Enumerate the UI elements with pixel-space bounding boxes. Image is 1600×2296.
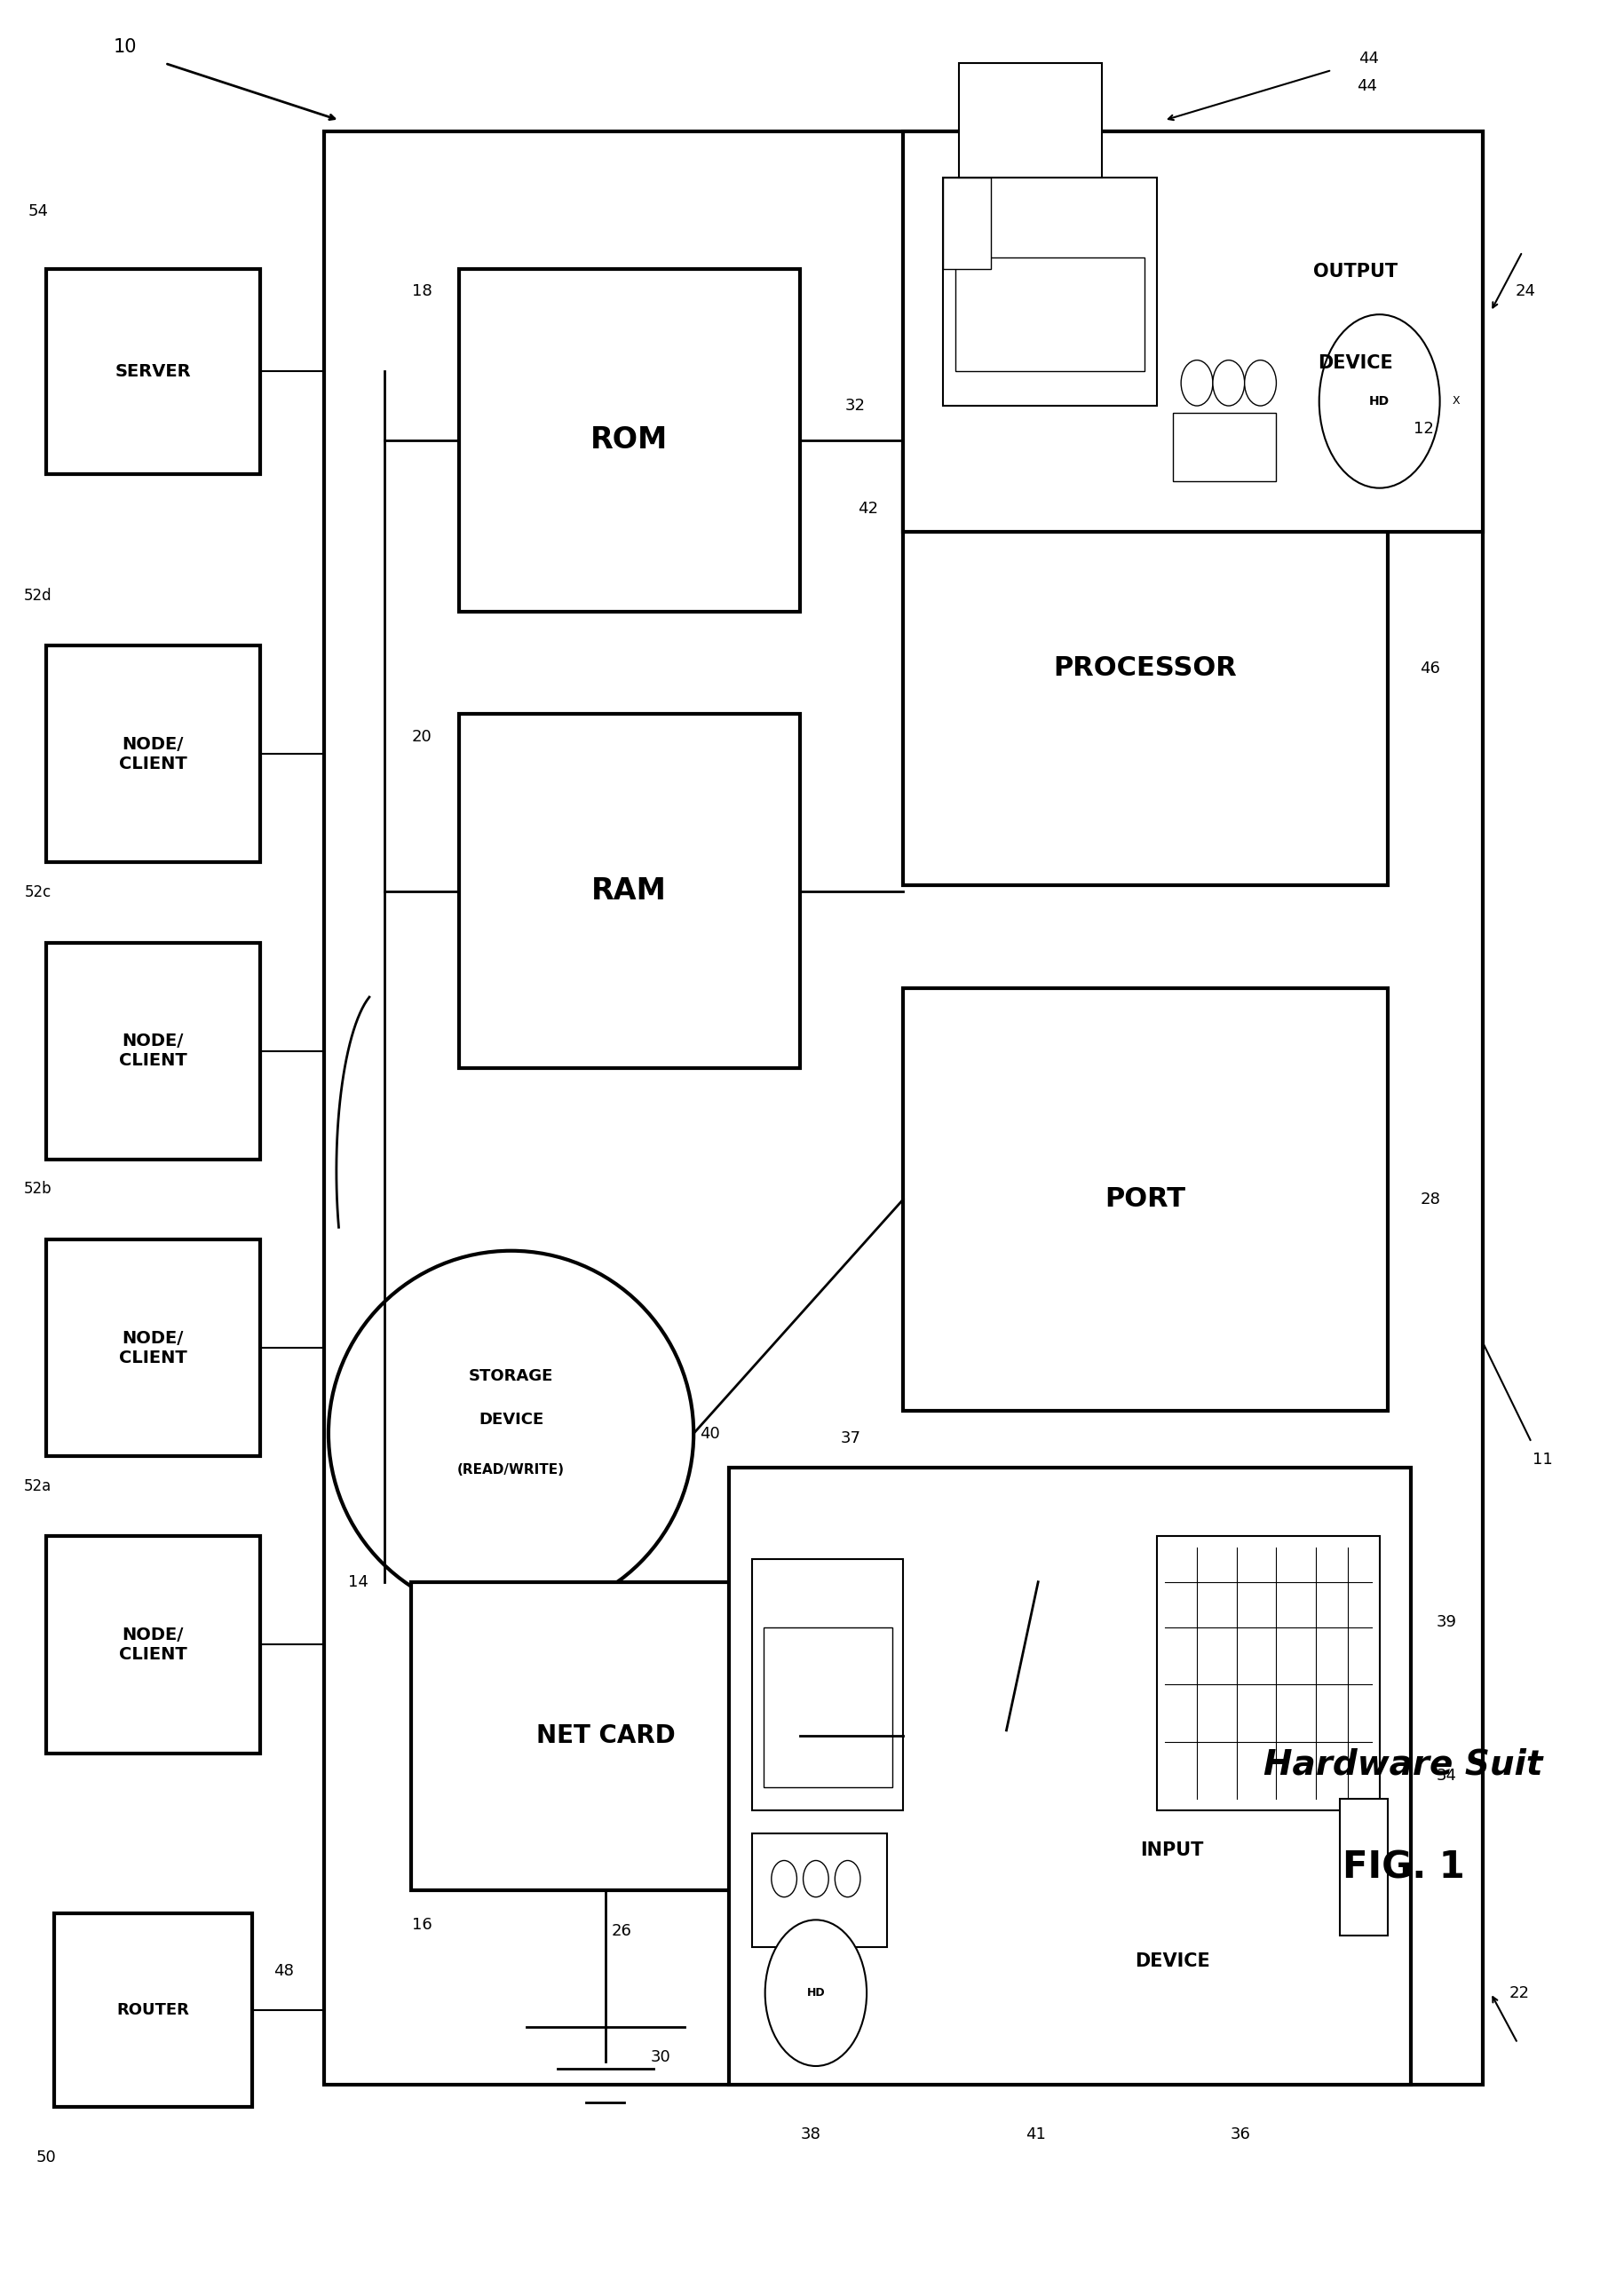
Text: OUTPUT: OUTPUT [1314, 262, 1397, 280]
Text: 52b: 52b [24, 1180, 51, 1196]
Bar [46, 645, 261, 863]
Bar [54, 1913, 253, 2108]
Circle shape [765, 1919, 867, 2066]
Text: 54: 54 [27, 204, 48, 220]
Text: 24: 24 [1515, 285, 1536, 298]
Bar [902, 452, 1387, 886]
Ellipse shape [328, 1251, 694, 1616]
Bar [459, 714, 800, 1068]
Circle shape [771, 1860, 797, 1896]
Text: (READ/WRITE): (READ/WRITE) [458, 1463, 565, 1476]
Bar [46, 269, 261, 475]
Text: HD: HD [1370, 395, 1390, 406]
Bar [46, 1240, 261, 1456]
Circle shape [803, 1860, 829, 1896]
Text: 34: 34 [1435, 1768, 1456, 1784]
Text: 52a: 52a [24, 1479, 51, 1495]
Bar [958, 64, 1102, 177]
Text: RAM: RAM [592, 877, 667, 905]
Text: PROCESSOR: PROCESSOR [1053, 657, 1237, 682]
Text: 39: 39 [1435, 1614, 1456, 1630]
Text: 46: 46 [1421, 661, 1440, 677]
Bar [459, 269, 800, 611]
Bar [323, 131, 1483, 2085]
Bar [728, 1467, 1411, 2085]
Bar [411, 1582, 800, 1890]
Text: 52d: 52d [24, 588, 51, 604]
Text: HD: HD [806, 1986, 826, 2000]
Text: 41: 41 [1026, 2126, 1046, 2142]
Circle shape [1318, 315, 1440, 489]
Bar [942, 177, 990, 269]
Bar [1339, 1798, 1387, 1936]
Circle shape [1181, 360, 1213, 406]
Text: NODE/
CLIENT: NODE/ CLIENT [118, 1329, 187, 1366]
Text: STORAGE: STORAGE [469, 1368, 554, 1384]
Bar [902, 987, 1387, 1410]
Text: 11: 11 [1533, 1451, 1554, 1467]
Text: 10: 10 [114, 39, 138, 55]
Text: 38: 38 [800, 2126, 821, 2142]
Bar [763, 1628, 893, 1786]
Bar [1157, 1536, 1379, 1809]
Text: 44: 44 [1357, 78, 1378, 94]
Text: INPUT: INPUT [1141, 1841, 1203, 1860]
Circle shape [1245, 360, 1277, 406]
Text: 12: 12 [1414, 420, 1434, 436]
Circle shape [1213, 360, 1245, 406]
Text: 28: 28 [1421, 1192, 1440, 1208]
Text: ROM: ROM [590, 425, 669, 455]
Bar [46, 1536, 261, 1754]
Text: 20: 20 [413, 728, 432, 744]
Text: SERVER: SERVER [115, 363, 190, 379]
Text: FIG. 1: FIG. 1 [1342, 1848, 1464, 1885]
Bar [1173, 413, 1277, 482]
Text: NODE/
CLIENT: NODE/ CLIENT [118, 735, 187, 771]
Text: DEVICE: DEVICE [478, 1412, 544, 1428]
Bar [752, 1832, 888, 1947]
Text: NODE/
CLIENT: NODE/ CLIENT [118, 1626, 187, 1662]
Text: 50: 50 [35, 2149, 56, 2165]
Text: 32: 32 [845, 397, 866, 413]
Bar [902, 131, 1483, 530]
Text: NODE/
CLIENT: NODE/ CLIENT [118, 1033, 187, 1070]
Text: 16: 16 [413, 1917, 432, 1933]
Text: X: X [1451, 395, 1459, 406]
Bar [752, 1559, 902, 1809]
Text: DEVICE: DEVICE [1134, 1952, 1210, 1970]
Text: DEVICE: DEVICE [1317, 354, 1394, 372]
Text: 44: 44 [1358, 51, 1379, 67]
Bar [955, 257, 1144, 372]
Text: 42: 42 [858, 501, 878, 517]
Text: 52c: 52c [24, 884, 51, 900]
Text: NET CARD: NET CARD [536, 1724, 675, 1750]
Text: Hardware Suit: Hardware Suit [1264, 1747, 1542, 1782]
Text: 22: 22 [1509, 1986, 1530, 2000]
Text: 18: 18 [413, 285, 432, 298]
Text: 14: 14 [349, 1573, 368, 1589]
Text: 40: 40 [699, 1426, 720, 1442]
Text: PORT: PORT [1106, 1187, 1186, 1212]
Text: 26: 26 [611, 1924, 632, 1940]
Text: 36: 36 [1230, 2126, 1251, 2142]
Text: 48: 48 [274, 1963, 294, 1979]
Circle shape [835, 1860, 861, 1896]
Text: 37: 37 [840, 1430, 861, 1446]
Text: ROUTER: ROUTER [117, 2002, 189, 2018]
Bar [46, 941, 261, 1159]
Bar [942, 177, 1157, 406]
Text: 30: 30 [651, 2048, 670, 2064]
